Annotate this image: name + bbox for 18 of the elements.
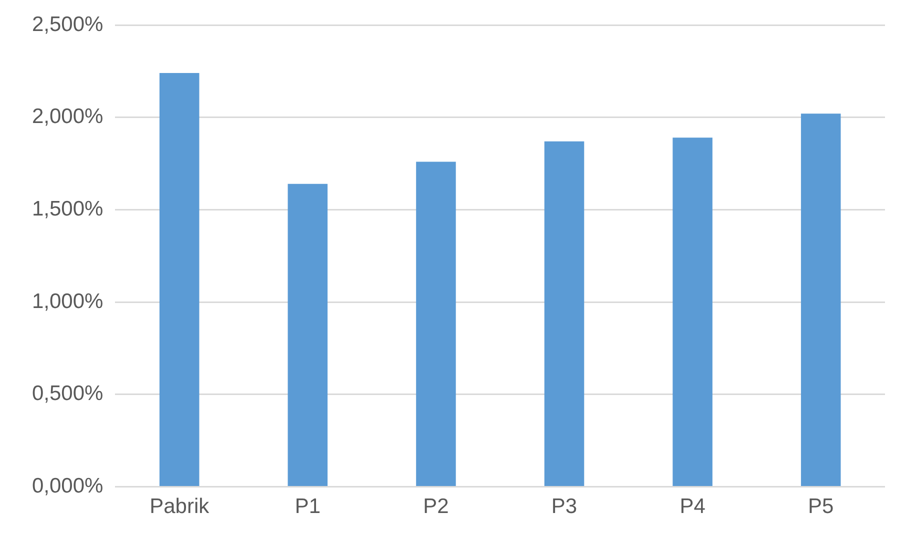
y-tick-label: 2,000% (32, 105, 104, 128)
y-tick-label: 1,500% (32, 198, 104, 221)
y-tick-label: 0,500% (32, 382, 104, 406)
bar (800, 114, 841, 486)
bar (544, 141, 584, 486)
x-tick-label: P2 (423, 495, 449, 518)
bar (416, 162, 456, 486)
bar (288, 184, 328, 486)
x-tick-label: Pabrik (150, 495, 210, 518)
y-tick-label: 2,500% (32, 12, 104, 36)
x-tick-label: P4 (680, 495, 706, 518)
bar (159, 73, 200, 486)
y-tick-label: 1,000% (32, 290, 104, 313)
bar (672, 138, 712, 486)
y-tick-label: 0,000% (32, 474, 104, 498)
x-tick-label: P3 (551, 495, 578, 518)
x-tick-label: P1 (294, 495, 321, 518)
x-tick-label: P5 (808, 495, 834, 518)
